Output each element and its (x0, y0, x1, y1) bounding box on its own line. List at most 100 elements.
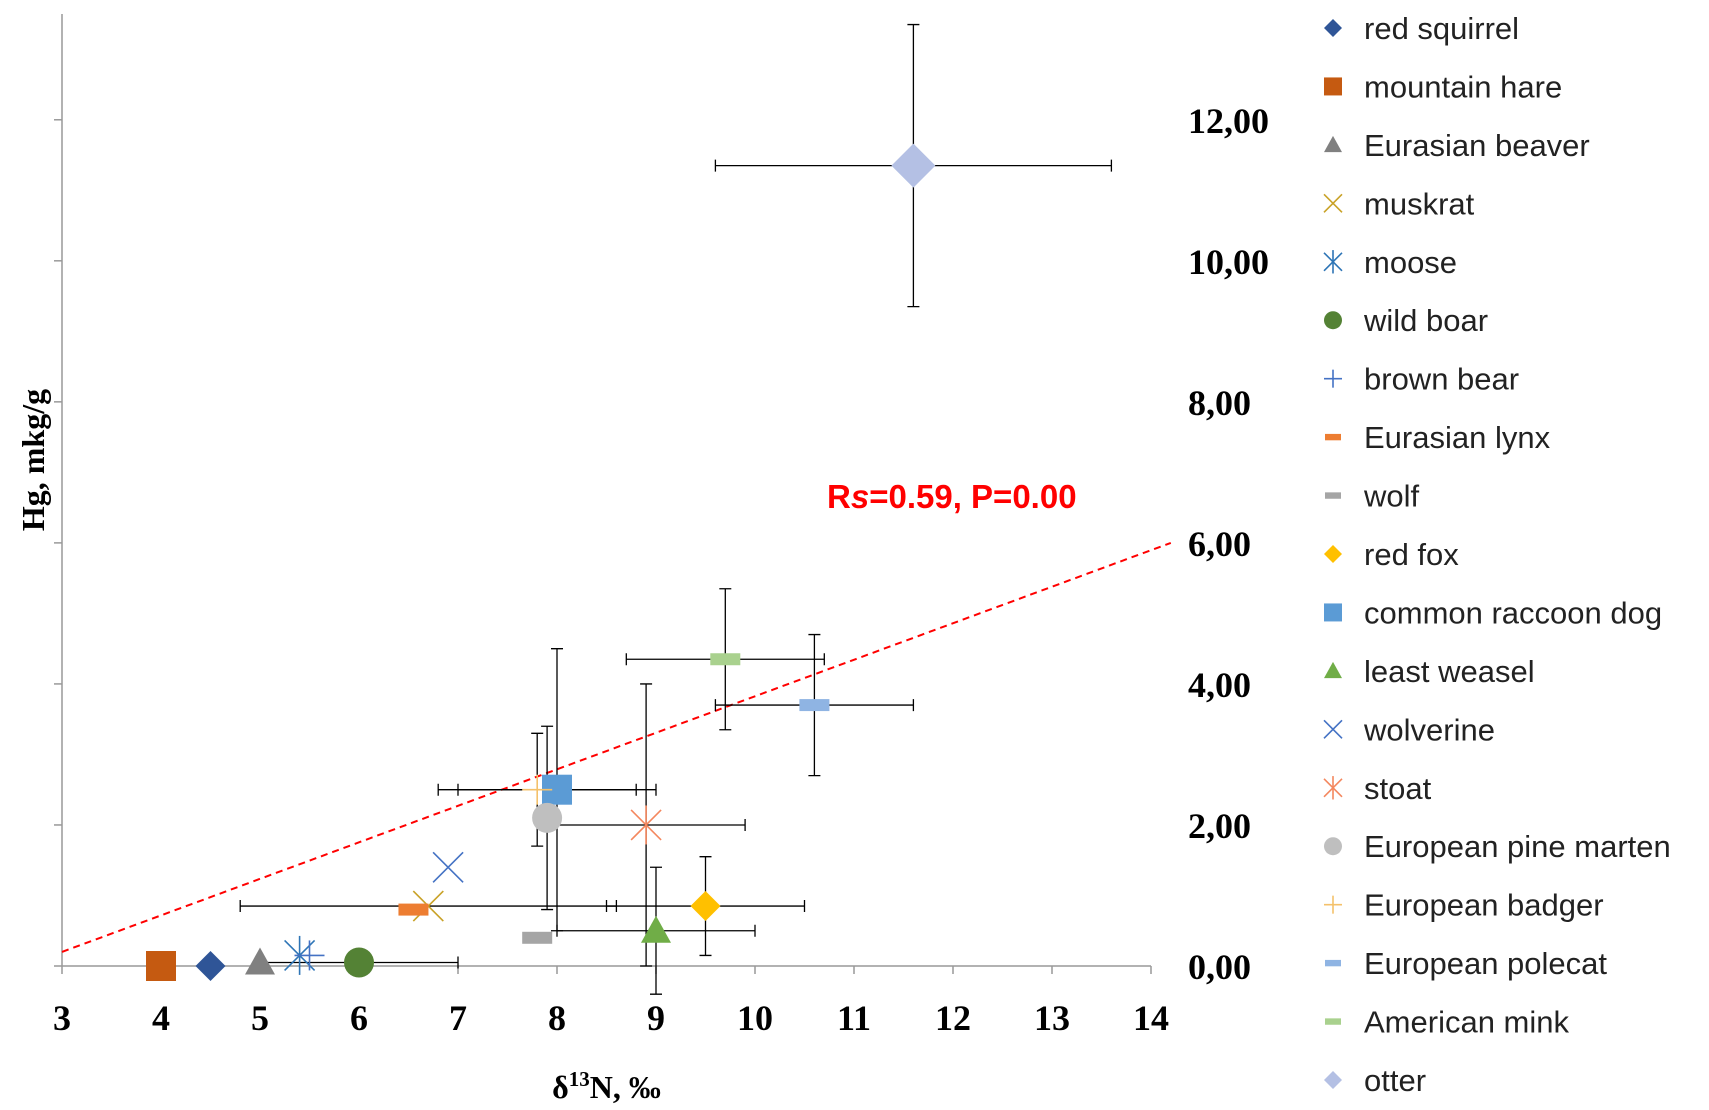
point (710, 653, 741, 666)
legend-marker-part (1324, 661, 1342, 679)
legend-marker (1324, 369, 1342, 388)
x-tick-label: 3 (53, 998, 71, 1038)
legend-label: muskrat (1364, 186, 1475, 221)
point (522, 774, 553, 805)
legend-label: red squirrel (1364, 11, 1519, 46)
point (146, 951, 176, 981)
point (398, 903, 429, 916)
legend-marker-part (1324, 1071, 1342, 1089)
legend-marker (1323, 776, 1343, 800)
legend-marker-part (1325, 1018, 1341, 1025)
point (690, 891, 721, 922)
legend-marker (1325, 959, 1341, 967)
legend-label: wolf (1363, 479, 1420, 514)
legend-marker-part (1325, 959, 1341, 967)
x-label-part: N, ‰ (590, 1069, 661, 1105)
x-tick-label: 13 (1034, 998, 1070, 1038)
legend-label: European badger (1364, 888, 1604, 923)
legend-marker-part (1324, 77, 1342, 96)
point (344, 947, 374, 978)
x-tick-label: 6 (350, 998, 368, 1038)
legend-label: red fox (1364, 537, 1459, 572)
legend-label: European pine marten (1364, 829, 1671, 864)
legend-marker (1324, 135, 1342, 153)
legend-label: stoat (1364, 771, 1432, 806)
x-tick-label: 9 (647, 998, 665, 1038)
legend-marker-part (1324, 135, 1342, 153)
annotation-part: s (851, 478, 869, 515)
x-tick-label: 8 (548, 998, 566, 1038)
x-tick-label: 10 (737, 998, 773, 1038)
x-tick-label: 7 (449, 998, 467, 1038)
legend-label: otter (1364, 1063, 1426, 1098)
legend-marker (1323, 193, 1343, 213)
legend-marker-part (1325, 433, 1341, 441)
x-tick-label: 12 (935, 998, 971, 1038)
x-tick-label: 11 (837, 998, 871, 1038)
point-part (522, 931, 553, 944)
legend-marker (1323, 250, 1343, 274)
legend-marker (1324, 77, 1342, 96)
point (799, 699, 830, 712)
point-part (891, 143, 936, 188)
x-label-part: δ (552, 1069, 569, 1105)
point (522, 931, 553, 944)
legend-marker-part (1324, 311, 1342, 330)
point-part (690, 891, 721, 922)
point (532, 802, 563, 833)
legend-marker-part (1324, 19, 1342, 37)
point (432, 851, 464, 883)
y-tick-label: 0,00 (1188, 947, 1251, 987)
legend-marker-part (1325, 492, 1341, 499)
y-axis-label: Hg, mkg/g (15, 389, 51, 531)
point-part (398, 903, 429, 916)
legend-label: brown bear (1364, 362, 1519, 397)
legend-label: common raccoon dog (1364, 595, 1662, 630)
point (641, 915, 671, 943)
point-part (344, 947, 374, 978)
trend-line (61, 541, 1172, 953)
legend-marker (1324, 1071, 1342, 1089)
legend-label: American mink (1364, 1005, 1569, 1040)
x-axis-label: δ13N, ‰ (552, 1067, 661, 1105)
y-tick-label: 6,00 (1188, 524, 1251, 564)
point-part (245, 947, 275, 975)
legend-label: Eurasian beaver (1364, 128, 1590, 163)
legend-marker (1324, 19, 1342, 37)
x-tick-label: 14 (1133, 998, 1169, 1038)
point-part (641, 915, 671, 943)
y-tick-label: 10,00 (1188, 242, 1269, 282)
point (630, 805, 662, 845)
legend-marker (1324, 545, 1342, 563)
annotation: Rs=0.59, P=0.00 (827, 478, 1077, 515)
legend-marker (1325, 492, 1341, 499)
legend-marker-part (1324, 837, 1342, 856)
legend-label: wild boar (1363, 303, 1488, 338)
legend-label: Eurasian lynx (1364, 420, 1551, 455)
legend-marker-part (1324, 603, 1342, 622)
legend-marker (1324, 895, 1342, 914)
point-part (710, 653, 741, 666)
point-part (195, 951, 226, 981)
legend-label: moose (1364, 245, 1457, 280)
legend-marker (1324, 603, 1342, 622)
legend-marker (1324, 661, 1342, 679)
point (195, 951, 226, 981)
point (891, 143, 936, 188)
legend-marker-part (1324, 545, 1342, 563)
x-tick-label: 4 (152, 998, 170, 1038)
x-label-sup: 13 (569, 1067, 590, 1091)
legend-marker-part (1323, 719, 1343, 739)
legend-marker (1323, 719, 1343, 739)
point (245, 947, 275, 975)
legend-marker (1324, 311, 1342, 330)
legend-marker-part (1323, 193, 1343, 213)
y-tick-label: 2,00 (1188, 806, 1251, 846)
legend-marker (1325, 433, 1341, 441)
point-part (799, 699, 830, 712)
annotation-part: R (827, 478, 851, 515)
annotation-part: =0.59, P=0.00 (869, 478, 1076, 515)
legend-marker (1324, 837, 1342, 856)
